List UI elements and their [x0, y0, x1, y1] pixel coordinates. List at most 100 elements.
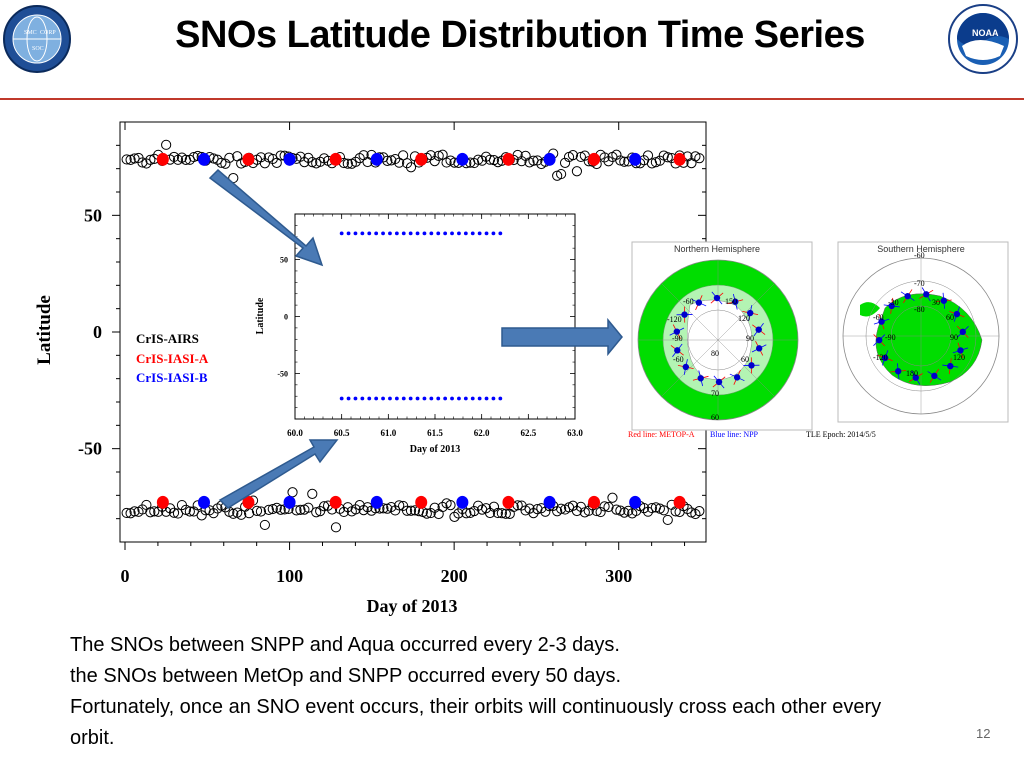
cris-airs-point: [220, 158, 231, 169]
cris-airs-point: [445, 500, 456, 511]
north-hemisphere-map: Northern Hemisphere -60 150 -120 120 -90…: [631, 241, 813, 431]
north-sno-marker: [715, 378, 723, 386]
inset-x-tick-label: 60.5: [334, 428, 350, 438]
cris-airs-point: [615, 155, 626, 166]
cris-airs-point: [571, 166, 583, 177]
cris-airs-point: [251, 505, 263, 516]
cris-airs-point: [295, 504, 306, 515]
inset-north-point: [346, 231, 351, 236]
cris-iasi-b-point: [456, 152, 469, 166]
inset-x-tick-label: 61.5: [427, 428, 443, 438]
south-map-title: Southern Hemisphere: [877, 244, 965, 254]
cris-airs-point: [662, 514, 673, 526]
cris-iasi-a-point: [156, 152, 169, 166]
cris-airs-point: [437, 149, 448, 160]
inset-south-point: [498, 396, 503, 401]
cris-airs-point: [121, 507, 132, 519]
cris-airs-point: [599, 501, 610, 512]
north-sno-marker: [695, 299, 703, 306]
cris-airs-point: [129, 153, 140, 164]
cris-airs-point: [583, 505, 594, 516]
cris-airs-point: [228, 508, 239, 519]
north-sno-marker: [713, 294, 721, 302]
body-line: Fortunately, once an SNO event occurs, t…: [70, 696, 882, 749]
north-sno-marker: [681, 311, 688, 318]
inset-south-point: [367, 396, 372, 401]
cris-iasi-b-point: [629, 152, 642, 166]
cris-airs-point: [492, 507, 504, 519]
cris-airs-point: [658, 505, 669, 516]
south-ring-label: -80: [914, 305, 925, 314]
cris-airs-point: [295, 151, 306, 162]
cris-airs-point: [646, 158, 658, 169]
cris-iasi-a-point: [329, 495, 342, 509]
cris-airs-point: [307, 157, 318, 168]
cris-airs-point: [567, 150, 579, 161]
cris-iasi-b-point: [197, 495, 210, 509]
cris-airs-point: [259, 519, 270, 531]
cris-airs-point: [275, 504, 286, 515]
south-sno-marker: [947, 362, 954, 370]
cris-airs-point: [682, 503, 693, 515]
cris-iasi-a-point: [156, 495, 169, 509]
inset-x-tick-label: 61.0: [380, 428, 396, 438]
main-x-tick-label: 200: [441, 566, 468, 586]
cris-airs-point: [137, 157, 148, 168]
cris-airs-point: [168, 507, 180, 518]
south-hemisphere-map: Southern Hemisphere -60 -70 -30 30 -80 6…: [837, 241, 1009, 423]
north-sno-marker: [733, 374, 741, 381]
inset-x-tick-label: 62.5: [520, 428, 536, 438]
main-y-axis-label: Latitude: [34, 295, 55, 365]
noaa-nesdis-star-logo: SMC CORP SOC: [3, 5, 71, 73]
north-sno-marker: [673, 328, 681, 335]
cris-airs-point: [516, 156, 527, 167]
inset-north-point: [477, 231, 482, 236]
cris-airs-point: [405, 505, 417, 516]
inset-plot-frame: [294, 213, 576, 420]
map-legend-red: Red line: METOP-A: [628, 430, 695, 439]
north-map-title: Northern Hemisphere: [674, 244, 760, 254]
cris-airs-point: [236, 509, 247, 520]
cris-airs-point: [449, 511, 460, 523]
legend-cris-airs: CrIS-AIRS: [136, 331, 199, 346]
south-sno-marker: [876, 336, 883, 344]
cris-airs-point: [161, 139, 172, 150]
south-ring-label: -60: [914, 251, 925, 260]
cris-airs-point: [121, 154, 132, 165]
north-sno-marker: [674, 347, 681, 354]
inset-y-tick-label: -50: [277, 369, 288, 378]
cris-airs-point: [330, 522, 342, 533]
cris-iasi-a-point: [415, 152, 428, 166]
inset-north-point: [463, 231, 468, 236]
cris-airs-point: [528, 508, 539, 519]
cris-airs-point: [386, 501, 397, 513]
cris-iasi-b-point: [283, 152, 296, 166]
cris-iasi-a-point: [502, 152, 515, 166]
cris-airs-point: [461, 508, 472, 519]
map-tle-epoch: TLE Epoch: 2014/5/5: [806, 430, 876, 439]
inset-north-point: [374, 231, 379, 236]
cris-iasi-a-point: [242, 152, 255, 166]
inset-south-point: [374, 396, 379, 401]
cris-airs-point: [425, 507, 436, 519]
cris-airs-point: [350, 156, 361, 167]
inset-y-axis-label: Latitude: [255, 297, 266, 334]
north-ring-label: 70: [711, 389, 719, 398]
cris-airs-point: [382, 155, 393, 166]
main-x-tick-label: 100: [276, 566, 303, 586]
arrow-north-to-inset: [208, 168, 324, 267]
south-sno-marker: [957, 347, 964, 354]
inset-north-point: [367, 231, 372, 236]
inset-north-point: [443, 231, 448, 236]
south-sno-marker: [953, 310, 961, 318]
cris-airs-point: [575, 151, 586, 163]
cris-iasi-b-point: [629, 495, 642, 509]
inset-south-point: [394, 396, 399, 401]
inset-south-point: [353, 396, 358, 401]
cris-iasi-b-point: [197, 152, 210, 166]
cris-airs-point: [287, 487, 298, 498]
cris-airs-point: [607, 492, 618, 503]
logo-sub-corp: CORP: [40, 30, 56, 36]
north-sno-marker: [748, 362, 755, 369]
inset-north-point: [415, 231, 420, 236]
